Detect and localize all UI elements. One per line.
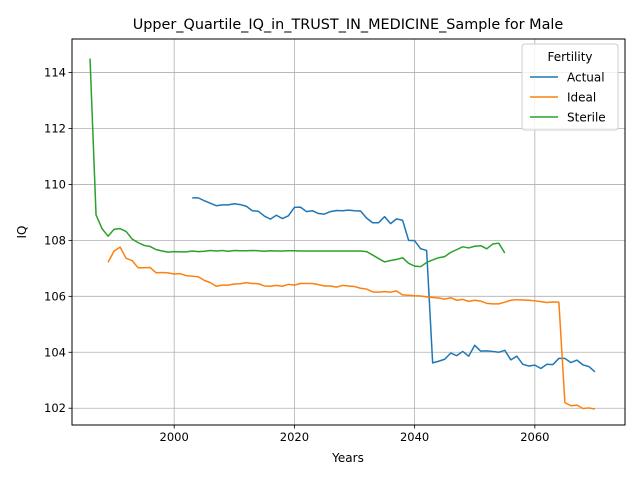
y-tick-label: 104	[44, 345, 66, 359]
y-tick-label: 108	[44, 233, 66, 247]
x-tick-label: 2040	[400, 430, 429, 444]
series-line-actual	[192, 197, 596, 373]
legend-box	[521, 43, 619, 131]
chart-title: Upper_Quartile_IQ_in_TRUST_IN_MEDICINE_S…	[133, 17, 564, 33]
legend-label-ideal: Ideal	[567, 91, 596, 105]
y-axis-ticks: 102 104 106 108 110 112 114	[44, 66, 72, 415]
plot-frame	[71, 38, 626, 426]
y-tick-label: 102	[44, 401, 66, 415]
y-axis-label: IQ	[15, 226, 29, 239]
y-tick-label: 106	[44, 289, 66, 303]
legend-label-actual: Actual	[567, 71, 605, 85]
y-tick-label: 110	[44, 177, 66, 191]
x-tick-label: 2020	[280, 430, 309, 444]
legend-label-sterile: Sterile	[567, 111, 606, 125]
legend-title: Fertility	[547, 50, 592, 64]
x-axis-label: Years	[331, 451, 364, 465]
y-tick-label: 112	[44, 122, 66, 136]
series-line-sterile	[89, 58, 506, 268]
series-lines	[89, 58, 596, 410]
legend-items: Actual Ideal Sterile	[530, 71, 606, 125]
legend: Fertility Actual Ideal Sterile	[521, 43, 619, 131]
x-tick-label: 2060	[520, 430, 549, 444]
y-tick-label: 114	[44, 66, 66, 80]
series-line-ideal	[107, 246, 596, 410]
x-axis-ticks: 2000 2020 2040 2060	[160, 425, 549, 444]
x-tick-label: 2000	[160, 430, 189, 444]
